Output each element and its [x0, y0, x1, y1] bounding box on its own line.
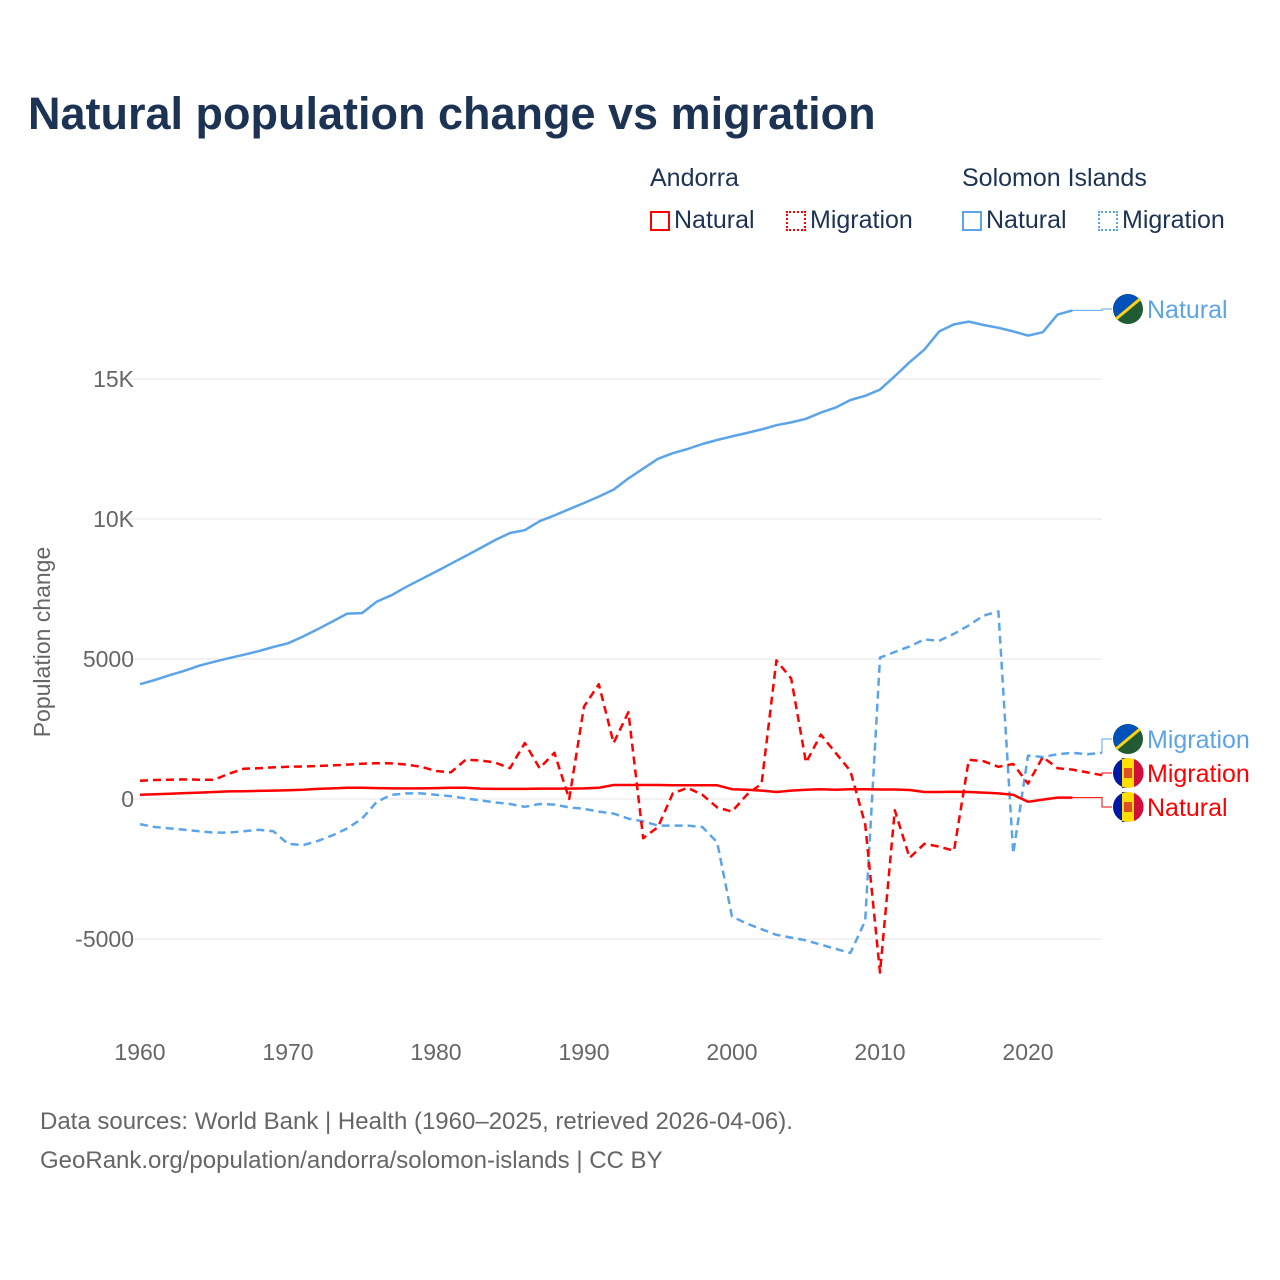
legend-solomon-migration[interactable]: Migration: [1098, 206, 1225, 235]
solomon-islands-flag-icon: [1113, 724, 1143, 754]
solid-swatch-icon: [650, 210, 670, 231]
andorra-flag-icon: [1113, 758, 1144, 788]
flag-part: [1115, 297, 1141, 321]
label-connector: [1101, 738, 1112, 753]
flag-part: [1134, 759, 1144, 787]
y-axis-label: Population change: [29, 547, 55, 738]
series-line-solomon-islands-migration: [139, 610, 1103, 955]
x-tick-label: 1980: [410, 1039, 461, 1065]
series-line-andorra-migration: [139, 659, 1103, 974]
series-end-label: Migration: [1147, 760, 1250, 788]
legend-group-andorra: Andorra: [650, 164, 739, 192]
solomon-islands-flag-icon: [1113, 294, 1143, 324]
legend-andorra-natural[interactable]: Natural: [650, 206, 755, 235]
dotted-swatch-icon: [786, 210, 806, 231]
flag-part: [1115, 727, 1141, 751]
y-tick-label: 10K: [93, 506, 135, 532]
y-tick-label: 0: [121, 786, 134, 812]
andorra-flag-icon: [1113, 792, 1144, 822]
series-end-label: Natural: [1147, 296, 1228, 324]
chart-title: Natural population change vs migration: [28, 88, 876, 139]
flag-part: [1113, 792, 1128, 822]
label-connector: [1072, 308, 1112, 311]
legend-label: Natural: [674, 206, 755, 234]
flag-part: [1113, 724, 1138, 748]
legend-andorra-migration[interactable]: Migration: [786, 206, 913, 235]
flag-part: [1124, 802, 1132, 812]
x-tick-label: 2010: [854, 1039, 905, 1065]
solid-swatch-icon: [962, 210, 982, 231]
x-tick-label: 2020: [1002, 1039, 1053, 1065]
flag-part: [1113, 758, 1128, 788]
y-tick-label: -5000: [75, 926, 134, 952]
legend-label: Migration: [810, 206, 913, 234]
flag-part: [1124, 768, 1132, 778]
y-tick-label: 15K: [93, 366, 135, 392]
y-tick-label: 5000: [83, 646, 134, 672]
x-tick-label: 1960: [114, 1039, 165, 1065]
legend-label: Natural: [986, 206, 1067, 234]
legend-group-solomon: Solomon Islands: [962, 164, 1147, 192]
dotted-swatch-icon: [1098, 210, 1118, 231]
flag-part: [1134, 793, 1144, 821]
series-end-label: Migration: [1147, 726, 1250, 754]
x-tick-label: 1970: [262, 1039, 313, 1065]
series-end-label: Natural: [1147, 794, 1228, 822]
label-connector: [1101, 772, 1112, 776]
series-line-andorra-natural: [139, 783, 1073, 804]
x-tick-label: 2000: [706, 1039, 757, 1065]
label-connector: [1072, 797, 1112, 808]
series-line-solomon-islands-natural: [139, 309, 1073, 686]
legend-solomon-natural[interactable]: Natural: [962, 206, 1067, 235]
legend-label: Migration: [1122, 206, 1225, 234]
footer-sources: Data sources: World Bank | Health (1960–…: [40, 1108, 793, 1135]
footer-link[interactable]: GeoRank.org/population/andorra/solomon-i…: [40, 1147, 663, 1174]
x-tick-label: 1990: [558, 1039, 609, 1065]
flag-part: [1113, 294, 1138, 318]
